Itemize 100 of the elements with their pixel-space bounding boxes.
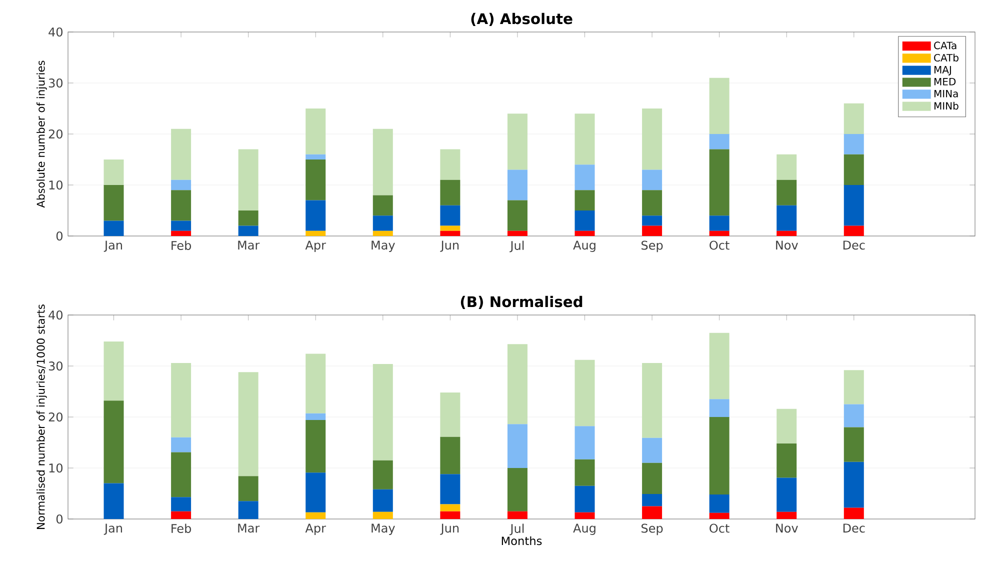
bar <box>306 420 326 473</box>
x-tick-label: Feb <box>172 524 192 533</box>
bar <box>507 344 528 424</box>
x-tick-label: Jul <box>510 524 524 536</box>
bar <box>844 462 864 508</box>
bar <box>440 436 460 474</box>
bar <box>372 512 393 519</box>
bar <box>642 362 662 438</box>
bar <box>642 226 662 236</box>
bar <box>507 424 528 468</box>
bar <box>844 404 864 428</box>
bar <box>507 114 528 170</box>
bar <box>507 170 528 200</box>
legend-label: CATa <box>934 42 956 50</box>
bar <box>574 190 595 210</box>
bar <box>440 180 460 206</box>
bar <box>171 230 192 236</box>
bar <box>844 370 864 404</box>
bar <box>776 180 797 206</box>
x-tick-label: Feb <box>172 240 192 250</box>
bar <box>574 459 595 486</box>
x-tick-label: May <box>372 524 395 535</box>
x-tick-label: Mar <box>238 240 260 250</box>
bar <box>238 372 258 476</box>
x-axis-title: Months <box>502 536 542 546</box>
y-tick-label: 0 <box>56 514 62 524</box>
bar <box>171 437 192 452</box>
x-tick-label: Sep <box>642 524 663 536</box>
y-tick-label: 10 <box>49 180 62 190</box>
bar <box>238 476 258 502</box>
x-tick-label: Mar <box>238 524 260 533</box>
bar <box>372 230 393 236</box>
bar <box>372 128 393 196</box>
bar <box>306 413 326 420</box>
y-tick-label: 30 <box>48 361 62 371</box>
legend-label: MED <box>934 78 956 86</box>
chart-title: (B) Normalised <box>460 296 582 309</box>
bar <box>709 512 730 519</box>
x-tick-label: Jan <box>104 240 122 252</box>
bar <box>238 210 258 226</box>
bar <box>709 216 730 231</box>
x-tick-label: Aug <box>573 240 596 252</box>
bar <box>104 483 124 519</box>
bar <box>642 506 662 519</box>
x-tick-label: Dec <box>843 240 865 250</box>
bar <box>171 362 192 438</box>
y-tick-label: 20 <box>48 412 62 422</box>
bar <box>776 408 797 444</box>
bar <box>844 185 864 226</box>
bar <box>372 216 393 231</box>
bar <box>776 444 797 478</box>
bar <box>104 400 124 484</box>
bar <box>776 230 797 236</box>
x-tick-label: Nov <box>776 240 798 250</box>
bar <box>372 364 393 460</box>
bar <box>171 220 192 231</box>
bar <box>642 190 662 216</box>
bar <box>844 103 864 134</box>
bar <box>574 114 595 165</box>
bar <box>104 220 124 236</box>
bar <box>306 154 326 160</box>
y-tick-label: 40 <box>48 27 62 37</box>
bar <box>642 462 662 494</box>
bar <box>642 170 662 190</box>
x-tick-label: Apr <box>305 524 326 535</box>
x-tick-label: Oct <box>710 524 730 533</box>
y-tick-label: 10 <box>49 463 62 473</box>
legend-label: MINb <box>934 102 958 110</box>
bar <box>776 512 797 519</box>
legend-label: MINa <box>934 90 958 98</box>
x-tick-label: Jan <box>104 524 122 535</box>
bar <box>104 185 124 221</box>
bar <box>709 78 730 134</box>
bar <box>440 149 460 180</box>
bar <box>440 205 460 226</box>
bar <box>844 508 864 519</box>
x-tick-label: Jun <box>440 240 459 252</box>
bar <box>574 164 595 190</box>
bar <box>574 360 595 426</box>
bar <box>574 210 595 231</box>
bar <box>171 452 192 498</box>
x-tick-label: Oct <box>710 240 730 250</box>
bar <box>574 512 595 519</box>
bar <box>440 230 460 236</box>
bar <box>844 427 864 462</box>
x-tick-label: Nov <box>776 524 798 533</box>
bar <box>507 230 528 236</box>
bar <box>709 417 730 495</box>
bar <box>171 128 192 180</box>
bar <box>306 230 326 236</box>
bar <box>306 159 326 200</box>
bar <box>507 511 528 519</box>
bar <box>574 426 595 460</box>
bar <box>574 230 595 236</box>
x-tick-label: Apr <box>305 240 326 252</box>
y-tick-label: 30 <box>48 78 62 88</box>
x-tick-label: Aug <box>573 524 596 535</box>
bar <box>574 486 595 512</box>
bar <box>776 478 797 512</box>
bar <box>709 332 730 400</box>
